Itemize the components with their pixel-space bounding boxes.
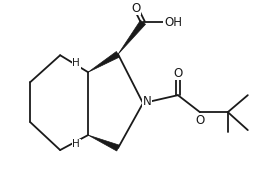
Text: O: O bbox=[131, 2, 141, 15]
Text: O: O bbox=[195, 114, 204, 127]
Text: OH: OH bbox=[164, 16, 182, 29]
Text: H: H bbox=[72, 139, 80, 149]
Text: O: O bbox=[173, 67, 183, 80]
Polygon shape bbox=[88, 135, 119, 151]
Polygon shape bbox=[118, 20, 146, 54]
Text: H: H bbox=[72, 58, 80, 68]
Polygon shape bbox=[88, 52, 120, 72]
Text: N: N bbox=[143, 95, 151, 108]
